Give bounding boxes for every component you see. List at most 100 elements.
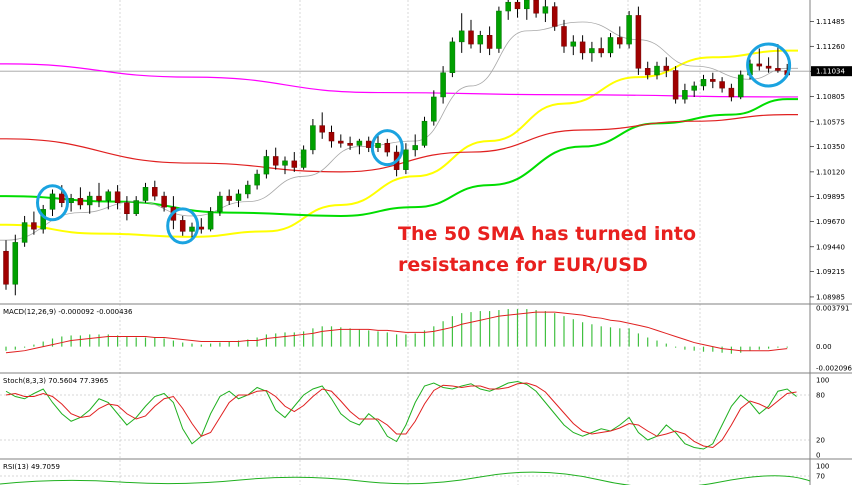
rsi-line <box>0 471 811 485</box>
candle <box>440 66 446 104</box>
highlight-circles <box>36 42 792 245</box>
current-price-box <box>811 66 852 77</box>
candle <box>672 66 679 104</box>
stoch-level-lines <box>0 394 810 441</box>
price-tick-label: 1.09215 <box>816 268 845 276</box>
vertical-gridlines <box>119 0 701 485</box>
candle <box>40 204 46 234</box>
candle <box>431 90 437 126</box>
candle <box>263 149 270 179</box>
candle <box>449 37 456 78</box>
candle <box>710 72 716 89</box>
moving-average-line <box>0 49 798 238</box>
candle <box>179 215 186 236</box>
price-tick-label: 1.10575 <box>816 118 845 126</box>
candle <box>496 6 502 53</box>
moving-average-line <box>0 63 798 98</box>
candle <box>682 83 688 104</box>
candle <box>105 189 112 210</box>
stoch-tick-label: 0 <box>816 452 820 460</box>
rsi-tick-label: 70 <box>816 473 825 481</box>
highlight-circle <box>746 42 792 88</box>
candle <box>700 74 707 91</box>
candle <box>133 196 139 216</box>
price-tick-label: 1.10120 <box>816 168 845 176</box>
candle <box>235 189 242 208</box>
candle <box>96 182 102 208</box>
macd-signal-line <box>5 311 788 354</box>
candle <box>207 207 214 232</box>
candle <box>514 0 521 18</box>
stoch-main-line <box>5 380 797 450</box>
price-tick-label: 1.11485 <box>816 18 845 26</box>
price-tick-label: 1.08985 <box>816 293 845 301</box>
candle <box>654 61 660 80</box>
candle <box>272 147 279 170</box>
candle <box>719 77 725 93</box>
candle <box>86 191 93 214</box>
candle <box>570 35 577 56</box>
candle <box>579 35 586 60</box>
stoch-label: Stoch(8,3,3) 70.5604 77.3965 <box>3 377 108 385</box>
macd-tick-label: -0.002096 <box>816 364 852 372</box>
candle <box>245 180 251 199</box>
candle <box>12 234 19 296</box>
highlight-circle <box>36 184 69 222</box>
macd-panel: MACD(12,26,9) -0.000092 -0.000436 0.0037… <box>3 305 852 373</box>
candle <box>282 156 288 175</box>
candle <box>142 182 149 203</box>
candle <box>291 152 298 172</box>
macd-tick-label: 0.003791 <box>816 305 849 313</box>
price-tick-label: 1.11260 <box>816 43 845 51</box>
stoch-tick-label: 20 <box>816 437 825 445</box>
candle <box>468 19 474 49</box>
price-tick-label: 1.09895 <box>816 193 845 201</box>
candle <box>328 125 335 148</box>
candle <box>691 81 697 97</box>
stoch-tick-label: 80 <box>816 392 825 400</box>
candle <box>412 134 418 157</box>
candle <box>533 0 539 18</box>
candle <box>728 83 735 102</box>
candle <box>114 185 121 210</box>
candle <box>505 0 511 20</box>
rsi-tick-label: 100 <box>816 463 829 471</box>
candle <box>319 112 325 139</box>
candle <box>152 180 158 201</box>
candle <box>347 136 353 150</box>
candle <box>524 0 530 20</box>
candle <box>607 33 614 58</box>
candle <box>542 0 549 23</box>
candle <box>226 189 232 205</box>
candle <box>626 11 632 49</box>
candle <box>589 41 595 62</box>
candle <box>458 13 465 53</box>
candle <box>663 57 670 78</box>
macd-label: MACD(12,26,9) -0.000092 -0.000436 <box>3 308 133 316</box>
candle <box>3 240 9 290</box>
moving-average-line <box>0 113 798 173</box>
stoch-axis: 100 80 20 0 <box>816 377 829 460</box>
candle <box>384 138 391 157</box>
candle <box>775 44 781 73</box>
annotation-line-2: resistance for EUR/USD <box>398 254 648 276</box>
candle <box>551 2 558 31</box>
candle <box>617 26 623 49</box>
stoch-panel: Stoch(8,3,3) 70.5604 77.3965 100 80 20 0 <box>0 377 829 460</box>
candle <box>310 118 316 155</box>
candle <box>644 61 651 80</box>
price-tick-label: 1.10350 <box>816 143 845 151</box>
candle <box>421 116 428 148</box>
candle <box>77 187 84 210</box>
candle <box>49 189 56 216</box>
candle <box>486 26 493 56</box>
macd-tick-label: 0.00 <box>816 343 832 351</box>
price-panel: 1.11485 1.11260 1.11034 1.10805 1.10575 1.103… <box>0 0 852 301</box>
candle <box>561 19 567 53</box>
stoch-tick-label: 100 <box>816 377 829 385</box>
candle <box>300 145 307 170</box>
candle <box>31 211 37 235</box>
highlight-circle <box>370 129 404 167</box>
